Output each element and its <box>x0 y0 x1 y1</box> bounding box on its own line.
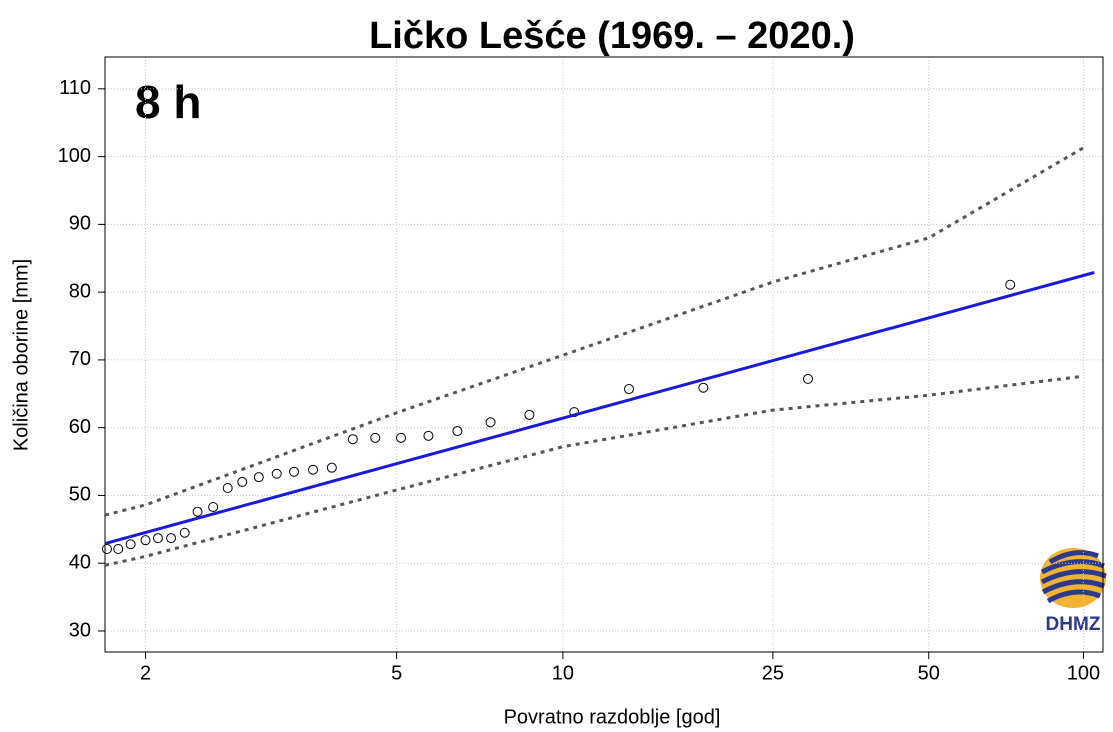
data-point <box>423 430 434 441</box>
data-point <box>192 506 203 517</box>
fit-line <box>104 271 1095 546</box>
chart-title: Ličko Lešće (1969. – 2020.) <box>369 15 855 57</box>
data-point <box>802 373 813 384</box>
logo: DHMZ <box>1040 548 1107 635</box>
data-point <box>113 543 124 554</box>
data-point <box>698 382 709 393</box>
data-point <box>208 501 219 512</box>
data-point <box>140 535 151 546</box>
data-point <box>326 462 337 473</box>
data-point <box>370 432 381 443</box>
data-point <box>179 527 190 538</box>
x-tick-label: 50 <box>918 662 940 684</box>
x-tick-label: 25 <box>762 662 784 684</box>
data-point <box>166 533 177 544</box>
x-axis-label: Povratno razdoblje [god] <box>504 706 721 728</box>
y-tick-label: 60 <box>69 416 91 438</box>
y-tick-label: 110 <box>59 77 91 99</box>
x-tick-label: 2 <box>140 662 151 684</box>
data-point <box>152 533 163 544</box>
confidence-line <box>104 374 1084 567</box>
y-tick-label: 50 <box>69 484 91 506</box>
y-tick-label: 30 <box>69 619 91 641</box>
annotation: 8 h <box>135 76 201 128</box>
y-tick-label: 90 <box>69 213 91 235</box>
y-axis-label: Količina oborine [mm] <box>10 259 32 451</box>
data-point <box>125 539 136 550</box>
data-point <box>237 476 248 487</box>
data-point <box>452 426 463 437</box>
plot-frame <box>104 56 1104 653</box>
data-point <box>271 468 282 479</box>
data-point <box>1005 279 1016 290</box>
data-point <box>347 434 358 445</box>
data-point <box>569 407 580 418</box>
x-tick-label: 5 <box>391 662 402 684</box>
y-tick-label: 70 <box>69 348 91 370</box>
data-point <box>222 483 233 494</box>
y-tick-label: 80 <box>69 280 91 302</box>
x-tick-label: 100 <box>1067 662 1100 684</box>
data-point <box>289 466 300 477</box>
data-point <box>485 417 496 428</box>
y-tick-label: 40 <box>69 552 91 574</box>
data-point <box>396 432 407 443</box>
data-point <box>524 409 535 420</box>
logo-text: DHMZ <box>1046 614 1101 635</box>
data-point <box>253 472 264 483</box>
data-point <box>624 384 635 395</box>
data-point <box>101 543 112 554</box>
y-tick-label: 100 <box>58 145 91 167</box>
x-tick-label: 10 <box>552 662 574 684</box>
data-point <box>308 464 319 475</box>
confidence-line <box>104 146 1085 517</box>
